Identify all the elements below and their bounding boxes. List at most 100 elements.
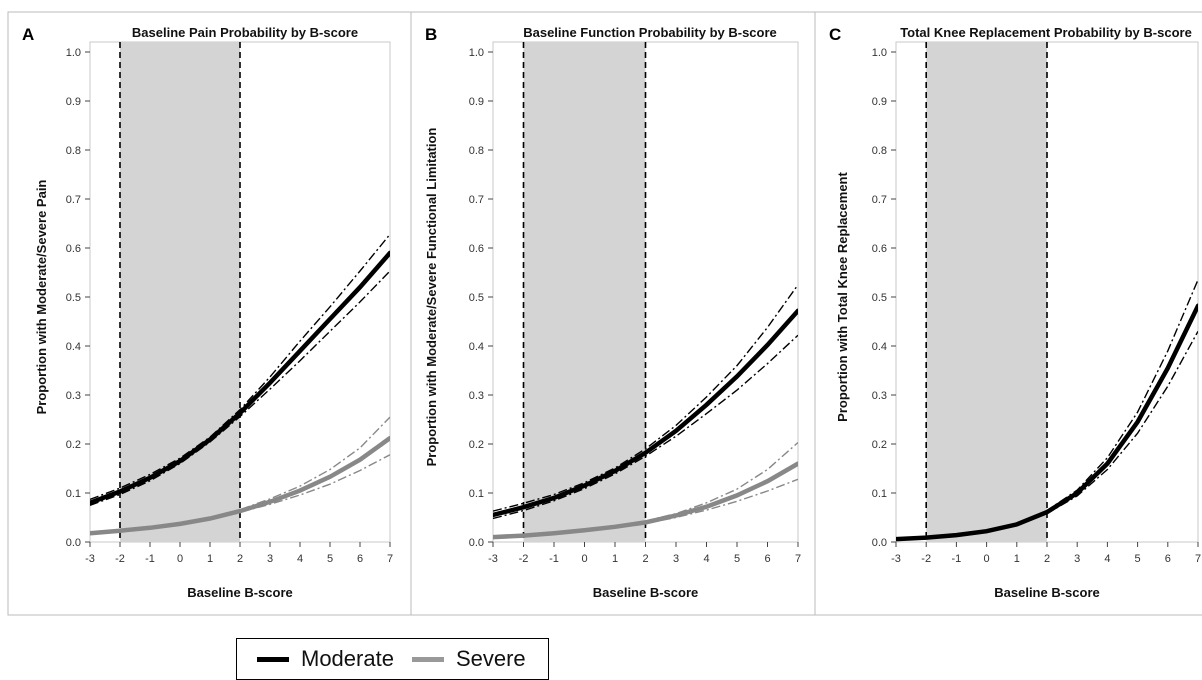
x-tick-label: 0 [177, 553, 183, 565]
x-tick-label: 4 [1104, 553, 1110, 565]
x-tick-label: 0 [581, 553, 587, 565]
panel-letter: C [829, 25, 841, 44]
y-tick-label: 0.4 [469, 341, 484, 353]
x-tick-label: 1 [1014, 553, 1020, 565]
x-tick-label: 2 [642, 553, 648, 565]
y-tick-label: 0.5 [872, 292, 887, 304]
series-moderate-ci-lower [90, 270, 390, 506]
y-tick-label: 0.8 [66, 145, 81, 157]
panel-a: A Baseline Pain Probability by B-score 0.0… [7, 11, 412, 616]
x-tick-label: 6 [1165, 553, 1171, 565]
series-moderate-ci-upper [90, 233, 390, 501]
x-tick-label: 2 [1044, 553, 1050, 565]
x-tick-label: 5 [327, 553, 333, 565]
y-tick-label: 0.7 [469, 194, 484, 206]
legend-label-severe: Severe [455, 646, 526, 671]
y-tick-label: 0.3 [469, 390, 484, 402]
x-tick-label: -1 [952, 553, 962, 565]
x-tick-label: 5 [734, 553, 740, 565]
y-tick-label: 0.7 [872, 194, 887, 206]
series-severe-line [493, 461, 798, 540]
x-tick-label: -3 [488, 553, 498, 565]
chart-title: Baseline Pain Probability by B-score [132, 25, 358, 40]
y-tick-label: 0.9 [469, 96, 484, 108]
y-tick-label: 0.8 [469, 145, 484, 157]
y-tick-label: 0.0 [469, 537, 484, 549]
x-tick-label: 3 [267, 553, 273, 565]
shaded-region [926, 42, 1047, 542]
y-tick-label: 0.4 [872, 341, 887, 353]
x-tick-label: -2 [519, 553, 529, 565]
series-moderate-ci-upper [493, 284, 798, 512]
panel-letter: A [22, 25, 34, 44]
x-tick-label: 2 [237, 553, 243, 565]
x-tick-label: -3 [85, 553, 95, 565]
y-tick-label: 0.0 [872, 537, 887, 549]
legend-item-severe: Severe [411, 646, 526, 672]
panel-letter: B [425, 25, 437, 44]
series-moderate-line [896, 303, 1198, 542]
series-severe-line [90, 435, 390, 536]
legend-swatch-moderate [257, 656, 289, 662]
legend-swatch-severe [411, 656, 444, 662]
shaded-region [120, 42, 240, 542]
y-tick-label: 0.2 [872, 439, 887, 451]
y-tick-label: 1.0 [872, 47, 887, 59]
y-tick-label: 0.0 [66, 537, 81, 549]
y-tick-label: 0.2 [469, 439, 484, 451]
y-tick-label: 0.1 [872, 488, 887, 500]
x-tick-label: -2 [921, 553, 931, 565]
y-tick-label: 0.7 [66, 194, 81, 206]
shaded-region [523, 42, 646, 542]
legend-item-moderate: Moderate [257, 646, 394, 672]
y-tick-label: 0.3 [872, 390, 887, 402]
y-tick-label: 0.9 [66, 96, 81, 108]
x-tick-label: 1 [207, 553, 213, 565]
figure: A Baseline Pain Probability by B-score 0.0… [7, 11, 1202, 616]
x-tick-label: -2 [115, 553, 125, 565]
x-tick-label: 0 [984, 553, 990, 565]
x-tick-label: 5 [1135, 553, 1141, 565]
y-tick-label: 0.1 [66, 488, 81, 500]
x-tick-label: 7 [795, 553, 801, 565]
series-severe-ci-upper [90, 416, 390, 533]
legend: Moderate Severe [236, 638, 549, 680]
x-axis-label: Baseline B-score [187, 585, 293, 600]
x-tick-label: 4 [297, 553, 303, 565]
y-tick-label: 0.4 [66, 341, 81, 353]
y-tick-label: 0.6 [872, 243, 887, 255]
y-axis-label: Proportion with Total Knee Replacement [835, 172, 850, 422]
x-tick-label: 7 [387, 553, 393, 565]
y-tick-label: 0.6 [469, 243, 484, 255]
x-tick-label: -1 [549, 553, 559, 565]
series-group [493, 284, 798, 540]
x-tick-label: -3 [891, 553, 901, 565]
x-tick-label: 3 [1074, 553, 1080, 565]
series-moderate-line [493, 308, 798, 518]
series-severe-ci-lower [90, 454, 390, 535]
x-tick-label: 7 [1195, 553, 1201, 565]
x-tick-label: -1 [145, 553, 155, 565]
y-tick-label: 0.9 [872, 96, 887, 108]
y-tick-label: 0.8 [872, 145, 887, 157]
y-tick-label: 0.2 [66, 439, 81, 451]
x-axis-label: Baseline B-score [593, 585, 699, 600]
chart-title: Total Knee Replacement Probability by B-… [900, 25, 1192, 40]
x-tick-label: 6 [357, 553, 363, 565]
x-axis-label: Baseline B-score [994, 585, 1100, 600]
y-tick-label: 0.5 [469, 292, 484, 304]
x-tick-label: 3 [673, 553, 679, 565]
series-group [90, 233, 390, 536]
y-tick-label: 1.0 [66, 47, 81, 59]
x-tick-label: 1 [612, 553, 618, 565]
panel-b: B Baseline Function Probability by B-scor… [410, 11, 816, 616]
y-axis-label: Proportion with Moderate/Severe Pain [34, 180, 49, 415]
y-tick-label: 0.5 [66, 292, 81, 304]
y-axis-label: Proportion with Moderate/Severe Function… [424, 128, 439, 467]
panel-c: C Total Knee Replacement Probability by B… [814, 11, 1202, 616]
y-tick-label: 0.1 [469, 488, 484, 500]
legend-label-moderate: Moderate [301, 646, 394, 671]
series-moderate-ci-lower [493, 334, 798, 520]
chart-title: Baseline Function Probability by B-score [523, 25, 777, 40]
series-moderate-line [90, 250, 390, 506]
